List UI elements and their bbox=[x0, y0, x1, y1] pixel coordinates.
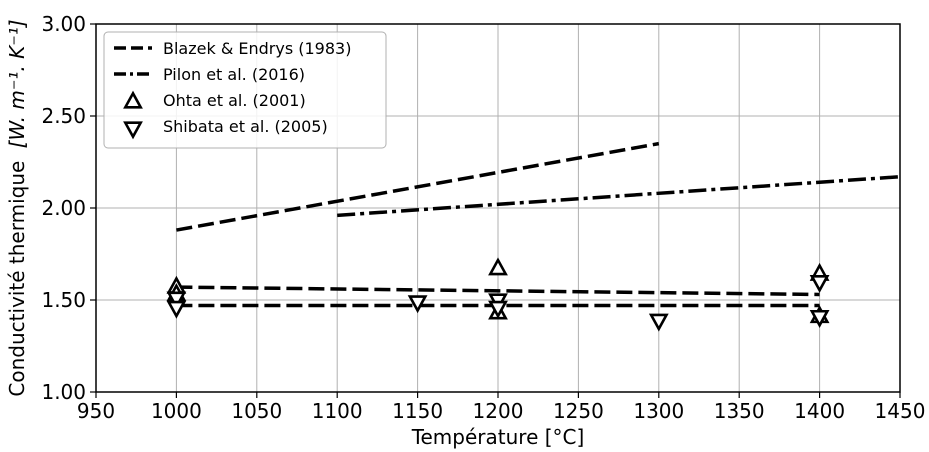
legend-item: Ohta et al. (2001) bbox=[123, 90, 306, 110]
x-tick-label: 950 bbox=[77, 399, 115, 423]
x-tick-label: 1450 bbox=[875, 399, 926, 423]
data-point bbox=[809, 274, 830, 293]
x-tick-label: 1200 bbox=[473, 399, 524, 423]
axis-ticks: 950 1000 1050 1100 1150 1200 1250 1300 1350 1400 1… bbox=[41, 12, 925, 423]
legend-label: Shibata et al. (2005) bbox=[163, 117, 328, 136]
legend-item: Pilon et al. (2016) bbox=[114, 65, 305, 84]
y-tick-label: 3.00 bbox=[41, 12, 86, 36]
y-tick-label: 1.00 bbox=[41, 380, 86, 404]
y-axis-label: Conductivité thermique [W. m⁻¹. K⁻¹] bbox=[5, 19, 29, 396]
data-point bbox=[809, 309, 830, 328]
x-axis-label: Température [°C] bbox=[411, 425, 585, 449]
legend-swatch-marker bbox=[123, 90, 143, 109]
x-tick-label: 1150 bbox=[392, 399, 443, 423]
x-tick-label: 1400 bbox=[794, 399, 845, 423]
x-tick-label: 1250 bbox=[553, 399, 604, 423]
x-tick-label: 1300 bbox=[633, 399, 684, 423]
legend-box bbox=[103, 31, 387, 149]
data-point bbox=[407, 295, 428, 314]
series-line bbox=[176, 141, 660, 232]
x-tick-label: 1350 bbox=[714, 399, 765, 423]
legend-item: Blazek & Endrys (1983) bbox=[114, 39, 351, 58]
legend-label: Blazek & Endrys (1983) bbox=[163, 39, 351, 58]
x-tick-label: 1000 bbox=[151, 399, 202, 423]
y-tick-label: 1.50 bbox=[41, 288, 86, 312]
data-point bbox=[648, 313, 669, 332]
series-shibata-et-al-2005 bbox=[166, 274, 830, 332]
data-point bbox=[166, 300, 187, 319]
legend-label: Ohta et al. (2001) bbox=[163, 91, 306, 110]
data-point bbox=[166, 291, 187, 310]
y-axis-label-unit: [W. m⁻¹. K⁻¹] bbox=[5, 19, 29, 148]
legend-item: Shibata et al. (2005) bbox=[123, 117, 328, 140]
x-tick-label: 1050 bbox=[231, 399, 282, 423]
series-pilon-et-al-2016 bbox=[337, 174, 901, 218]
legend-label: Pilon et al. (2016) bbox=[163, 65, 305, 84]
x-tick-label: 1100 bbox=[312, 399, 363, 423]
y-tick-label: 2.00 bbox=[41, 196, 86, 220]
y-axis-label-text: Conductivité thermique bbox=[5, 161, 29, 397]
series-line bbox=[176, 285, 820, 297]
plot-area bbox=[166, 141, 901, 332]
legend-swatch-marker bbox=[123, 121, 143, 140]
series-line bbox=[337, 174, 901, 218]
data-point bbox=[488, 257, 508, 276]
y-tick-label: 2.50 bbox=[41, 104, 86, 128]
data-point bbox=[488, 300, 508, 319]
legend: Blazek & Endrys (1983) Pilon et al. (2016… bbox=[103, 31, 387, 149]
